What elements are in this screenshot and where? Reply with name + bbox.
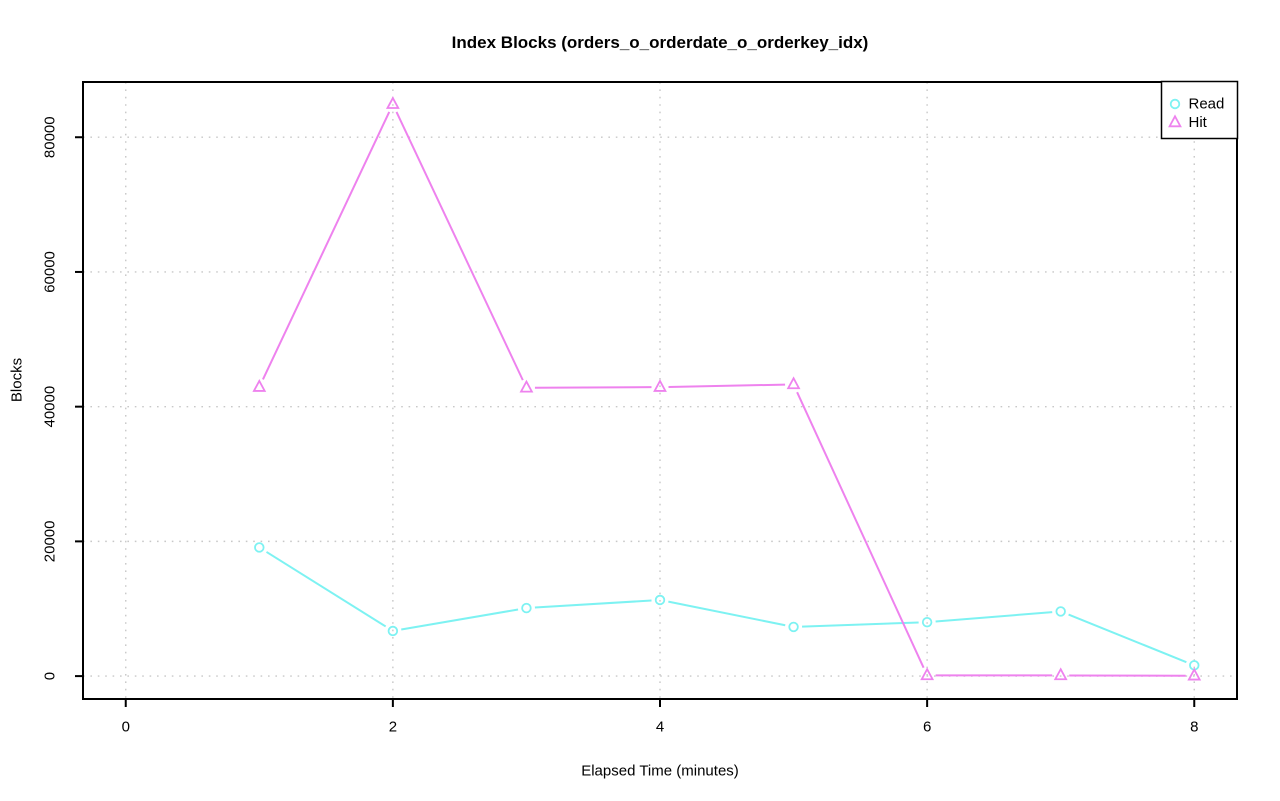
hit-line-segment (534, 386, 652, 389)
chart-title: Index Blocks (orders_o_orderdate_o_order… (451, 33, 869, 52)
hit-line-segment (668, 383, 786, 388)
x-tick-label: 0 (122, 719, 130, 736)
read-line-segment (802, 621, 919, 628)
read-marker-icon (921, 617, 933, 628)
y-tick-label: 20000 (42, 521, 59, 563)
read-line-segment (401, 608, 519, 631)
y-tick-label: 0 (42, 672, 59, 680)
hit-line-segment (395, 111, 524, 381)
read-marker-icon (654, 594, 666, 606)
read-line-segment (935, 611, 1053, 623)
hit-marker-icon (519, 379, 534, 393)
legend-label-hit: Hit (1189, 114, 1208, 131)
read-marker-icon (387, 625, 399, 637)
x-tick-label: 4 (656, 719, 664, 736)
y-tick-label: 40000 (42, 386, 59, 428)
hit-marker-icon (1053, 667, 1068, 681)
hit-marker-icon (653, 379, 667, 392)
hit-marker-icon (786, 376, 801, 390)
read-line-segment (534, 599, 652, 609)
read-line-segment (1068, 613, 1187, 664)
hit-line-segment (262, 111, 391, 380)
legend-label-read: Read (1189, 96, 1225, 113)
legend-box (1160, 80, 1239, 140)
x-tick-label: 2 (389, 719, 397, 736)
y-tick-label: 80000 (42, 116, 59, 158)
hit-marker-icon (1187, 667, 1202, 681)
hit-line-segment (796, 391, 925, 669)
x-tick-label: 8 (1190, 719, 1198, 736)
hit-marker-icon (252, 379, 267, 392)
y-tick-label: 60000 (42, 251, 59, 293)
read-line-segment (265, 551, 387, 628)
plot-border (82, 81, 1238, 700)
legend-read-marker-icon (1169, 98, 1181, 110)
legend-hit-marker-icon (1168, 114, 1182, 128)
read-line-segment (668, 600, 786, 627)
hit-marker-icon (385, 96, 400, 109)
read-marker-icon (788, 621, 799, 633)
read-marker-icon (254, 542, 265, 553)
x-tick-label: 6 (923, 719, 931, 736)
x-axis-label: Elapsed Time (minutes) (581, 762, 739, 780)
read-marker-icon (521, 602, 532, 614)
hit-marker-icon (920, 667, 935, 681)
read-marker-icon (1055, 606, 1066, 617)
